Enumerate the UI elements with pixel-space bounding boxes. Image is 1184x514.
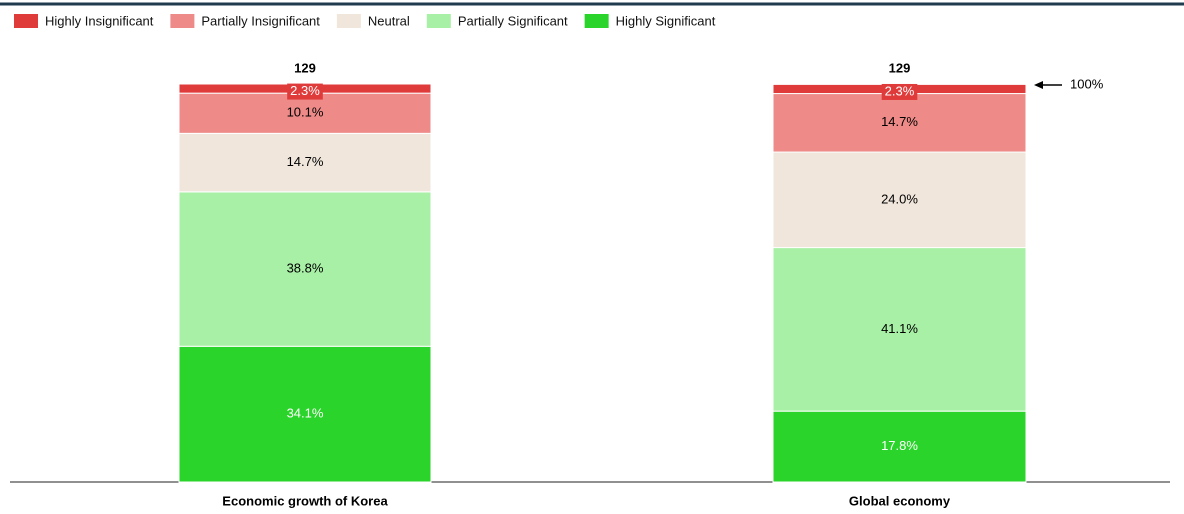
value-label: 34.1% — [287, 406, 324, 421]
legend-label: Partially Significant — [458, 13, 568, 28]
value-label: 38.8% — [287, 261, 324, 276]
value-label: 14.7% — [881, 114, 918, 129]
bar-segment — [772, 247, 1027, 412]
bar-segment — [178, 92, 432, 134]
value-label: 2.3% — [290, 83, 320, 98]
category-label: Economic growth of Korea — [222, 493, 388, 508]
legend-swatch — [14, 14, 38, 28]
value-label: 24.0% — [881, 191, 918, 206]
bar-segment — [178, 345, 432, 483]
legend-label: Partially Insignificant — [201, 13, 320, 28]
value-label-bg — [881, 83, 918, 100]
bar-segment — [772, 410, 1027, 483]
value-label: 41.1% — [881, 321, 918, 336]
legend-label: Highly Significant — [616, 13, 716, 28]
bar-segment — [178, 132, 432, 193]
value-label-bg — [287, 83, 323, 100]
legend-swatch — [336, 14, 361, 28]
bar-segment — [178, 191, 432, 347]
value-label: 2.3% — [885, 83, 915, 98]
annotation: 100% — [1070, 76, 1104, 91]
value-label: 17.8% — [881, 438, 918, 453]
legend-label: Neutral — [368, 13, 410, 28]
legend-swatch — [584, 14, 609, 28]
bar-segment — [772, 151, 1027, 249]
annotation-arrowhead — [1034, 81, 1043, 89]
total-label: 129 — [889, 60, 911, 75]
bar-segment — [772, 93, 1027, 153]
value-label: 10.1% — [287, 105, 324, 120]
legend-swatch — [426, 14, 451, 28]
legend-label: Highly Insignificant — [45, 13, 154, 28]
category-label: Global economy — [849, 493, 951, 508]
total-label: 129 — [294, 60, 316, 75]
legend-swatch — [170, 14, 195, 28]
value-label: 14.7% — [287, 154, 324, 169]
